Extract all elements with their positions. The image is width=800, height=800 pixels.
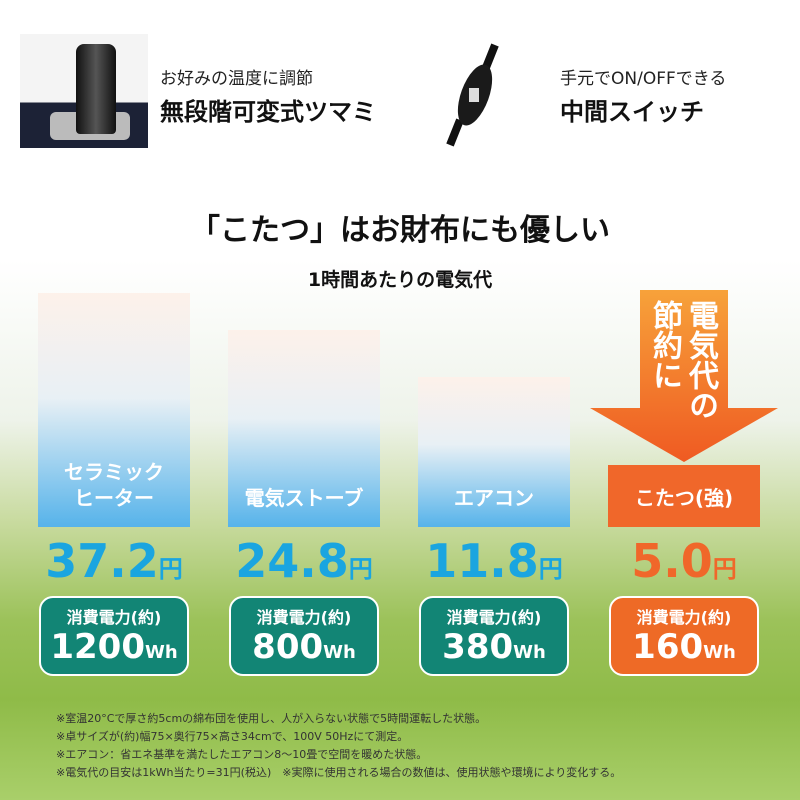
- bar-electric-stove: 電気ストーブ: [228, 330, 380, 527]
- footnote: ※エアコン：省エネ基準を満たしたエアコン8～10畳で空間を暖めた状態。: [56, 748, 428, 761]
- bar-ceramic-heater: セラミック ヒーター: [38, 293, 190, 527]
- bar-label: 電気ストーブ: [244, 486, 364, 510]
- footnote: ※室温20°Cで厚さ約5cmの綿布団を使用し、人が入らない状態で5時間運転した状…: [56, 712, 487, 725]
- chart-subtitle: 1時間あたりの電気代: [307, 269, 493, 291]
- bar-air-conditioner: エアコン: [418, 377, 570, 527]
- feature-1-title: 無段階可変式ツマミ: [160, 98, 376, 126]
- footnote: ※卓サイズが(約)幅75×奥行75×高さ34cmで、100V 50Hzにて測定。: [56, 730, 409, 743]
- footnote: ※電気代の目安は1kWh当たり=31円(税込) ※実際に使用される場合の数値は、…: [56, 766, 622, 779]
- bar-label: こたつ(強): [634, 485, 734, 510]
- price-value: 11.8円: [425, 534, 563, 588]
- price-value: 24.8円: [235, 534, 373, 588]
- bar-label: エアコン: [454, 486, 534, 510]
- feature-2-caption: 手元でON/OFFできる: [560, 69, 727, 89]
- bar-kotatsu: こたつ(強): [608, 465, 760, 527]
- price-value: 37.2円: [45, 534, 183, 588]
- arrow-text: 電気代の節約に: [647, 300, 718, 420]
- knob-photo: [20, 34, 148, 148]
- feature-1-caption: お好みの温度に調節: [160, 69, 313, 89]
- savings-arrow: [590, 290, 778, 462]
- price-value: 5.0円: [631, 534, 737, 588]
- feature-2-title: 中間スイッチ: [560, 98, 704, 126]
- page-title: 「こたつ」はお財布にも優しい: [190, 213, 610, 248]
- bar-label: セラミック ヒーター: [64, 460, 164, 510]
- power-pill-kotatsu: 消費電力(約) 160Wh: [609, 596, 759, 676]
- knob-icon: [76, 44, 116, 134]
- power-pill: 消費電力(約) 1200Wh: [39, 596, 189, 676]
- power-pill: 消費電力(約) 800Wh: [229, 596, 379, 676]
- switch-photo: [446, 43, 499, 147]
- power-pill: 消費電力(約) 380Wh: [419, 596, 569, 676]
